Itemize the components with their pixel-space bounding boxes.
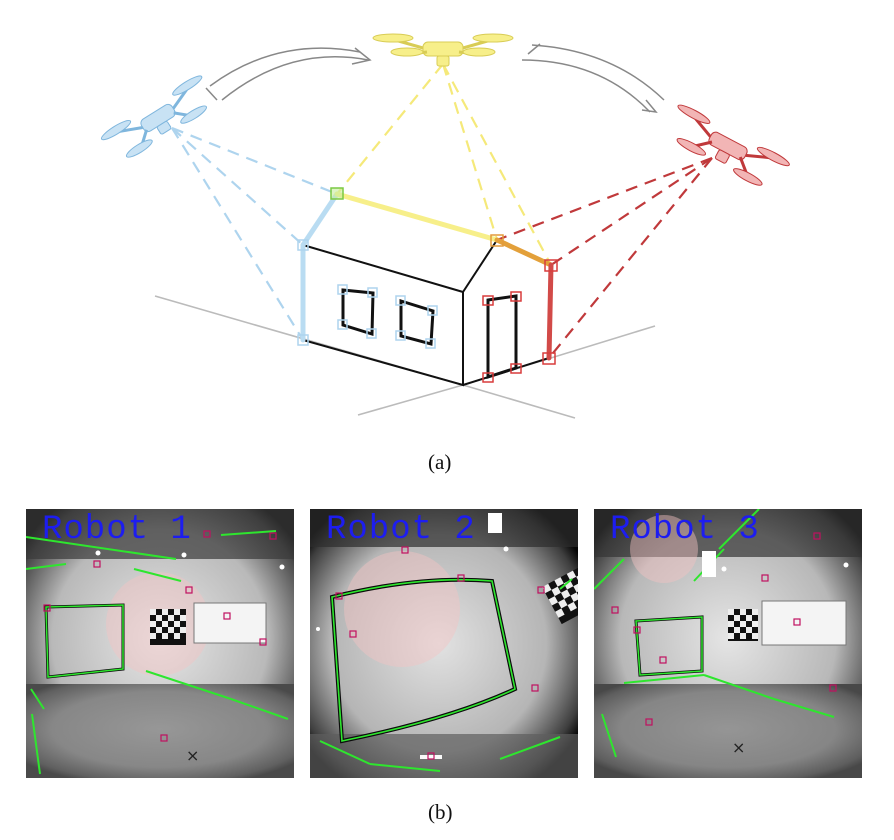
robot-2-label: Robot 2 xyxy=(326,511,476,549)
svg-text:×: × xyxy=(732,738,745,757)
window-right xyxy=(395,295,438,349)
drone-1-rays xyxy=(171,126,338,341)
drone-3-icon xyxy=(676,104,790,186)
svg-text:×: × xyxy=(186,746,199,765)
robot-2-camera-view: Robot 2 xyxy=(310,509,578,778)
caption-a: (a) xyxy=(428,450,452,474)
ground-lines xyxy=(154,295,656,419)
motion-arrows xyxy=(205,43,665,114)
door xyxy=(482,291,522,383)
robot-1-label: Robot 1 xyxy=(42,511,192,549)
robot-3-image: × xyxy=(594,509,862,778)
corner-features xyxy=(297,187,558,365)
robot-3-label: Robot 3 xyxy=(610,511,760,549)
drone-2-rays xyxy=(336,63,552,266)
caption-b: (b) xyxy=(428,800,453,824)
house-colored-edges xyxy=(300,191,554,361)
window-left xyxy=(337,284,378,339)
robot-3-camera-view: × Robot 3 xyxy=(594,509,862,778)
drone-2-icon xyxy=(372,33,514,67)
robot-1-image: × xyxy=(26,509,294,778)
robot-1-camera-view: × Robot 1 xyxy=(26,509,294,778)
multi-drone-diagram xyxy=(100,33,790,419)
drone-1-icon xyxy=(100,75,208,158)
drone-3-rays xyxy=(496,156,713,359)
robot-2-image xyxy=(310,509,578,778)
